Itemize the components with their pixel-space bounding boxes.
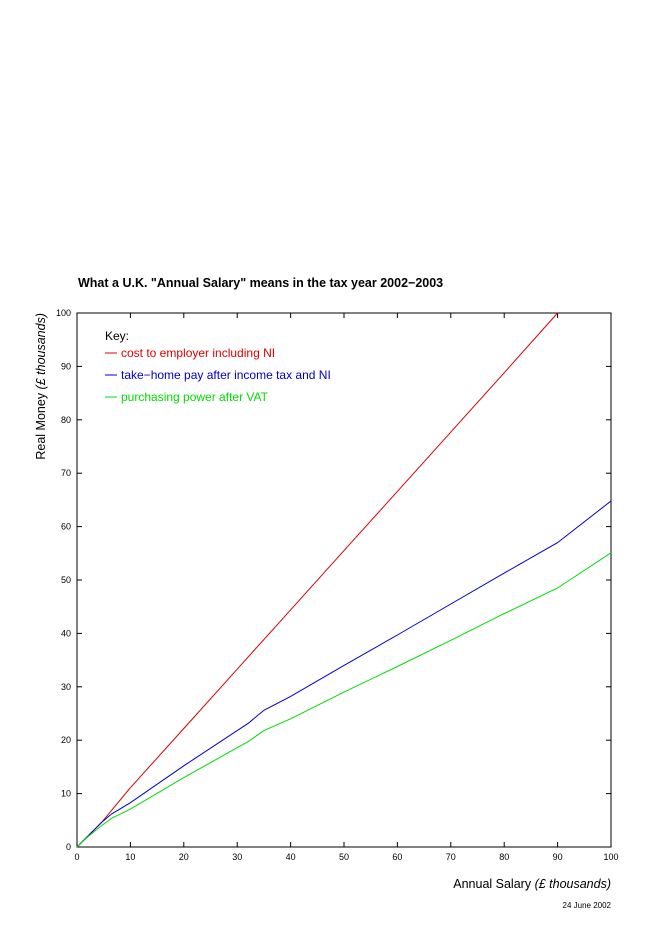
x-tick-label: 20: [179, 852, 189, 862]
y-axis-label: Real Money (£ thousands): [34, 313, 48, 460]
y-tick-label: 20: [61, 735, 71, 745]
series-line-2: [76, 500, 612, 848]
y-tick-label: 0: [66, 842, 71, 852]
series-lines: [76, 312, 612, 848]
legend: Key: cost to employer including NI take−h…: [105, 329, 331, 404]
x-tick-label: 90: [553, 852, 563, 862]
x-axis-label-main: Annual Salary: [453, 877, 534, 891]
y-axis-label-unit: (£ thousands): [34, 313, 48, 389]
legend-title: Key:: [105, 329, 129, 343]
axis-ticks: 0 10 20 30 40 50 60 70 80 90 100 0 10 20 30 40 50 60 70 80 9…: [56, 308, 619, 862]
y-tick-label: 80: [61, 415, 71, 425]
series-line-3: [76, 552, 612, 848]
x-tick-label: 0: [74, 852, 79, 862]
chart-date: 24 June 2002: [563, 901, 612, 910]
y-axis-label-main: Real Money: [34, 389, 48, 459]
chart-title: What a U.K. "Annual Salary" means in the…: [78, 276, 443, 290]
x-axis-label: Annual Salary (£ thousands): [453, 877, 611, 891]
x-tick-label: 70: [446, 852, 456, 862]
y-tick-label: 30: [61, 682, 71, 692]
x-tick-label: 100: [603, 852, 618, 862]
x-tick-label: 50: [339, 852, 349, 862]
x-axis-label-unit: (£ thousands): [535, 877, 611, 891]
y-tick-label: 50: [61, 575, 71, 585]
legend-entry: cost to employer including NI: [121, 346, 275, 360]
legend-entry: purchasing power after VAT: [121, 390, 269, 404]
y-tick-label: 10: [61, 789, 71, 799]
x-tick-label: 40: [286, 852, 296, 862]
y-tick-label: 100: [56, 308, 71, 318]
y-tick-label: 70: [61, 468, 71, 478]
x-tick-label: 60: [392, 852, 402, 862]
y-tick-label: 60: [61, 522, 71, 532]
y-tick-label: 40: [61, 628, 71, 638]
y-tick-label: 90: [61, 361, 71, 371]
x-tick-label: 30: [232, 852, 242, 862]
x-tick-label: 80: [499, 852, 509, 862]
legend-entry: take−home pay after income tax and NI: [121, 368, 331, 382]
x-tick-label: 10: [125, 852, 135, 862]
series-line-1: [76, 312, 558, 848]
